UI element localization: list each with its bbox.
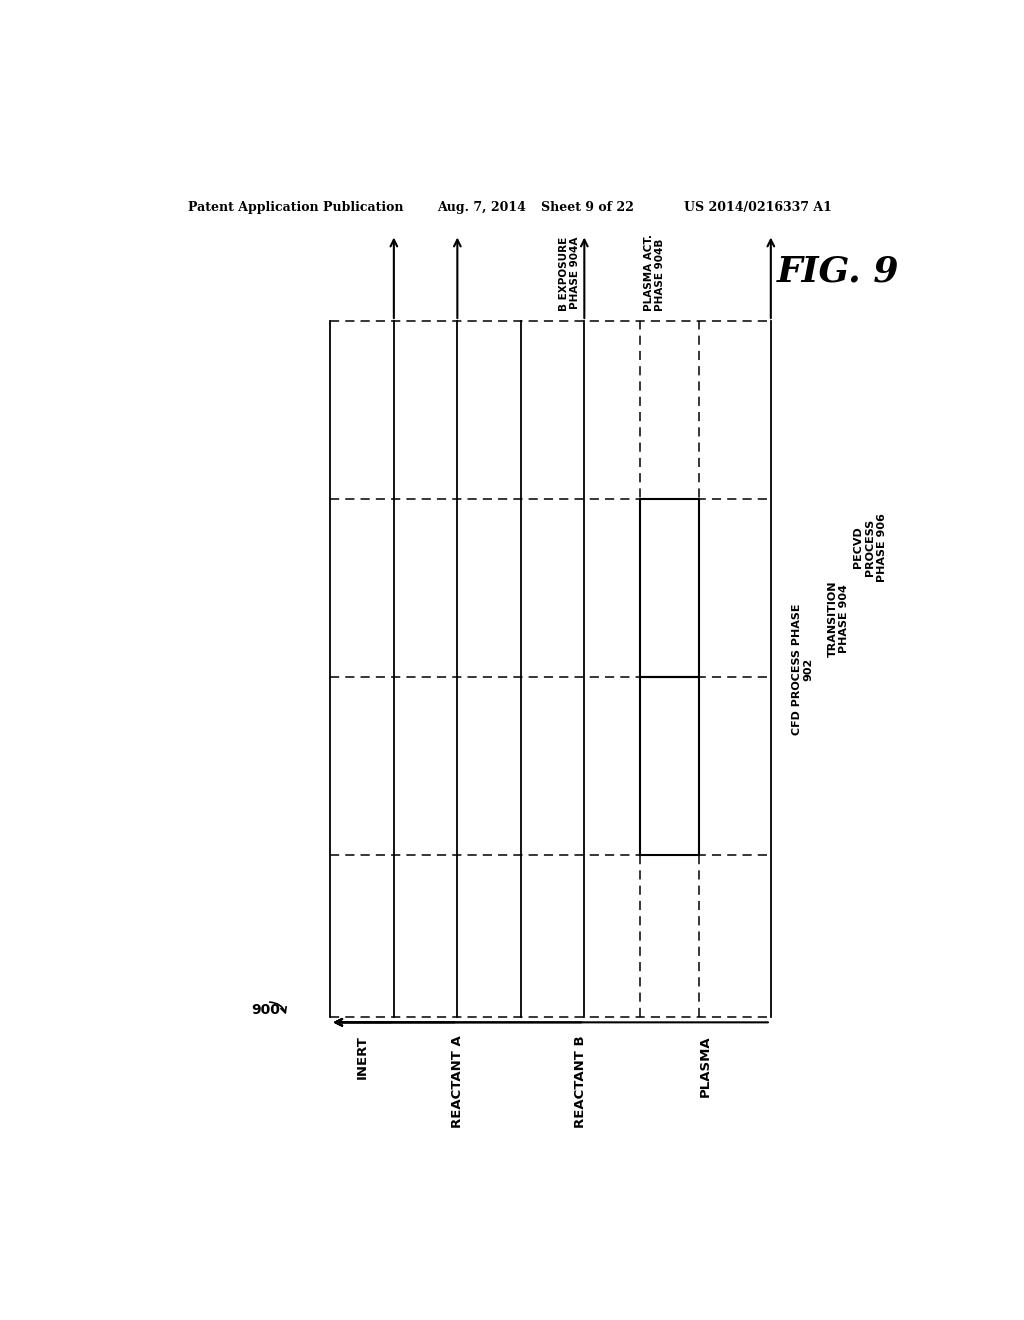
- Text: FIG. 9: FIG. 9: [777, 255, 899, 289]
- Text: REACTANT B: REACTANT B: [573, 1036, 587, 1129]
- Text: 900: 900: [251, 1003, 280, 1018]
- Text: CFD PROCESS PHASE
902: CFD PROCESS PHASE 902: [792, 603, 813, 735]
- Text: PLASMA ACT.
PHASE 904B: PLASMA ACT. PHASE 904B: [644, 234, 666, 312]
- Text: PECVD
PROCESS
PHASE 906: PECVD PROCESS PHASE 906: [853, 512, 887, 582]
- Text: Sheet 9 of 22: Sheet 9 of 22: [541, 201, 634, 214]
- Text: INERT: INERT: [355, 1036, 369, 1080]
- Text: TRANSITION
PHASE 904: TRANSITION PHASE 904: [827, 579, 849, 656]
- Text: Patent Application Publication: Patent Application Publication: [187, 201, 403, 214]
- Text: REACTANT A: REACTANT A: [451, 1036, 464, 1129]
- Text: Aug. 7, 2014: Aug. 7, 2014: [437, 201, 526, 214]
- Text: US 2014/0216337 A1: US 2014/0216337 A1: [684, 201, 831, 214]
- Text: B EXPOSURE
PHASE 904A: B EXPOSURE PHASE 904A: [559, 236, 581, 312]
- Text: PLASMA: PLASMA: [698, 1036, 712, 1097]
